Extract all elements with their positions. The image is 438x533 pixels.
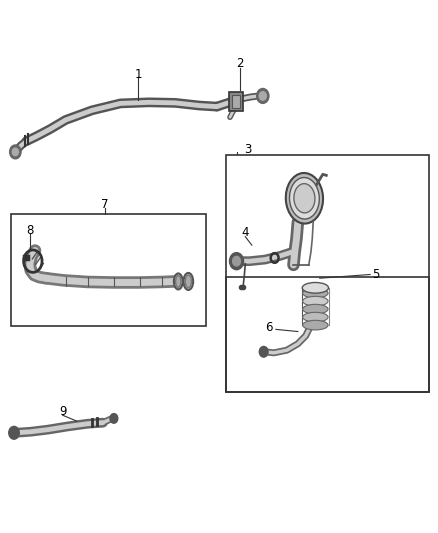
Text: 4: 4 (241, 227, 249, 239)
Text: 8: 8 (26, 224, 33, 237)
Ellipse shape (184, 273, 193, 290)
Circle shape (110, 414, 118, 423)
Ellipse shape (294, 184, 315, 213)
Text: 9: 9 (59, 405, 67, 418)
Text: 5: 5 (372, 268, 379, 281)
Text: 2: 2 (236, 58, 244, 70)
Text: 1: 1 (134, 68, 142, 81)
Text: 7: 7 (101, 198, 109, 211)
Bar (11, 214, 206, 326)
Circle shape (259, 92, 266, 100)
Ellipse shape (303, 320, 328, 330)
Circle shape (10, 145, 21, 159)
Ellipse shape (174, 273, 183, 289)
Ellipse shape (303, 296, 328, 306)
Circle shape (230, 253, 244, 270)
Text: 6: 6 (265, 321, 273, 334)
Bar (232, 95, 240, 108)
Circle shape (9, 426, 19, 439)
Ellipse shape (286, 173, 323, 223)
Circle shape (259, 346, 268, 357)
Ellipse shape (302, 282, 328, 293)
Bar (226, 277, 429, 392)
Ellipse shape (303, 288, 328, 298)
Circle shape (12, 148, 18, 156)
Circle shape (233, 256, 240, 266)
Ellipse shape (303, 312, 328, 322)
Ellipse shape (303, 304, 328, 314)
Ellipse shape (185, 275, 191, 288)
Circle shape (257, 88, 269, 103)
Ellipse shape (290, 177, 319, 219)
Bar (229, 92, 243, 111)
Text: 3: 3 (245, 143, 252, 156)
Bar (226, 155, 429, 392)
Ellipse shape (176, 276, 181, 287)
